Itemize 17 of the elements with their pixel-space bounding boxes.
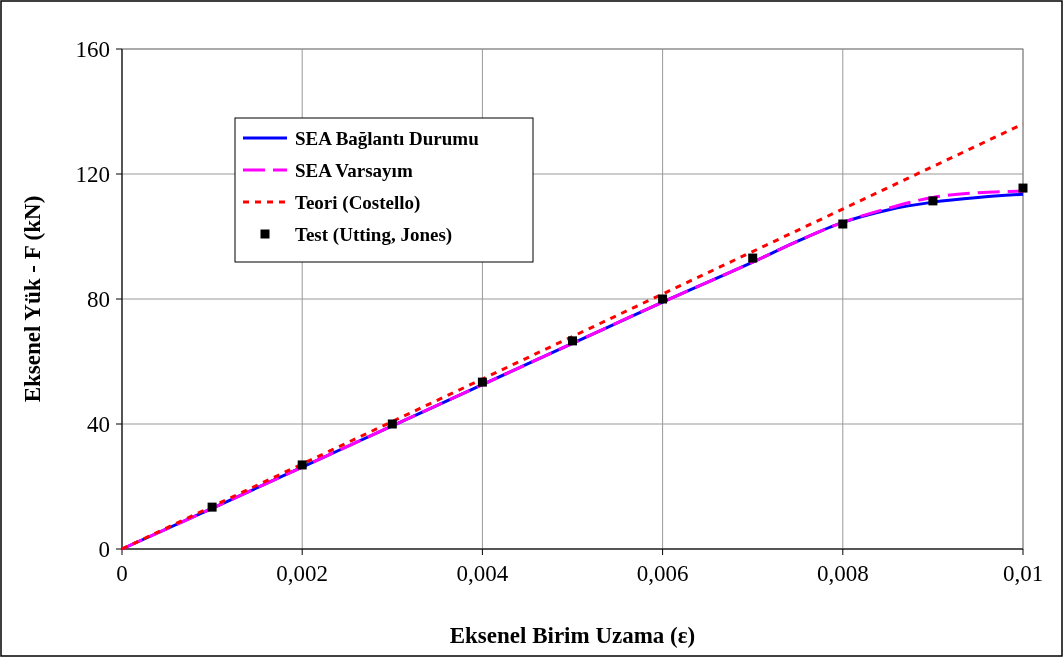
x-tick-label: 0 — [116, 561, 128, 586]
y-tick-label: 40 — [87, 412, 110, 437]
x-tick-label: 0,006 — [636, 561, 689, 586]
legend-label: Test (Utting, Jones) — [295, 224, 453, 246]
y-tick-label: 160 — [75, 37, 110, 62]
y-tick-label: 120 — [75, 162, 110, 187]
legend-label: SEA Varsayım — [295, 160, 413, 181]
legend-label: Teori (Costello) — [295, 192, 421, 214]
y-tick-label: 80 — [87, 287, 110, 312]
x-tick-label: 0,008 — [816, 561, 869, 586]
y-tick-label: 0 — [98, 537, 110, 562]
x-tick-label: 0,004 — [456, 561, 509, 586]
y-axis-title: Eksenel Yük - F (kN) — [20, 195, 45, 403]
x-tick-label: 0,002 — [276, 561, 329, 586]
x-axis-title: Eksenel Birim Uzama (ε) — [449, 623, 696, 648]
x-tick-label: 0,01 — [1002, 561, 1044, 586]
legend-label: SEA Bağlantı Durumu — [295, 128, 480, 149]
